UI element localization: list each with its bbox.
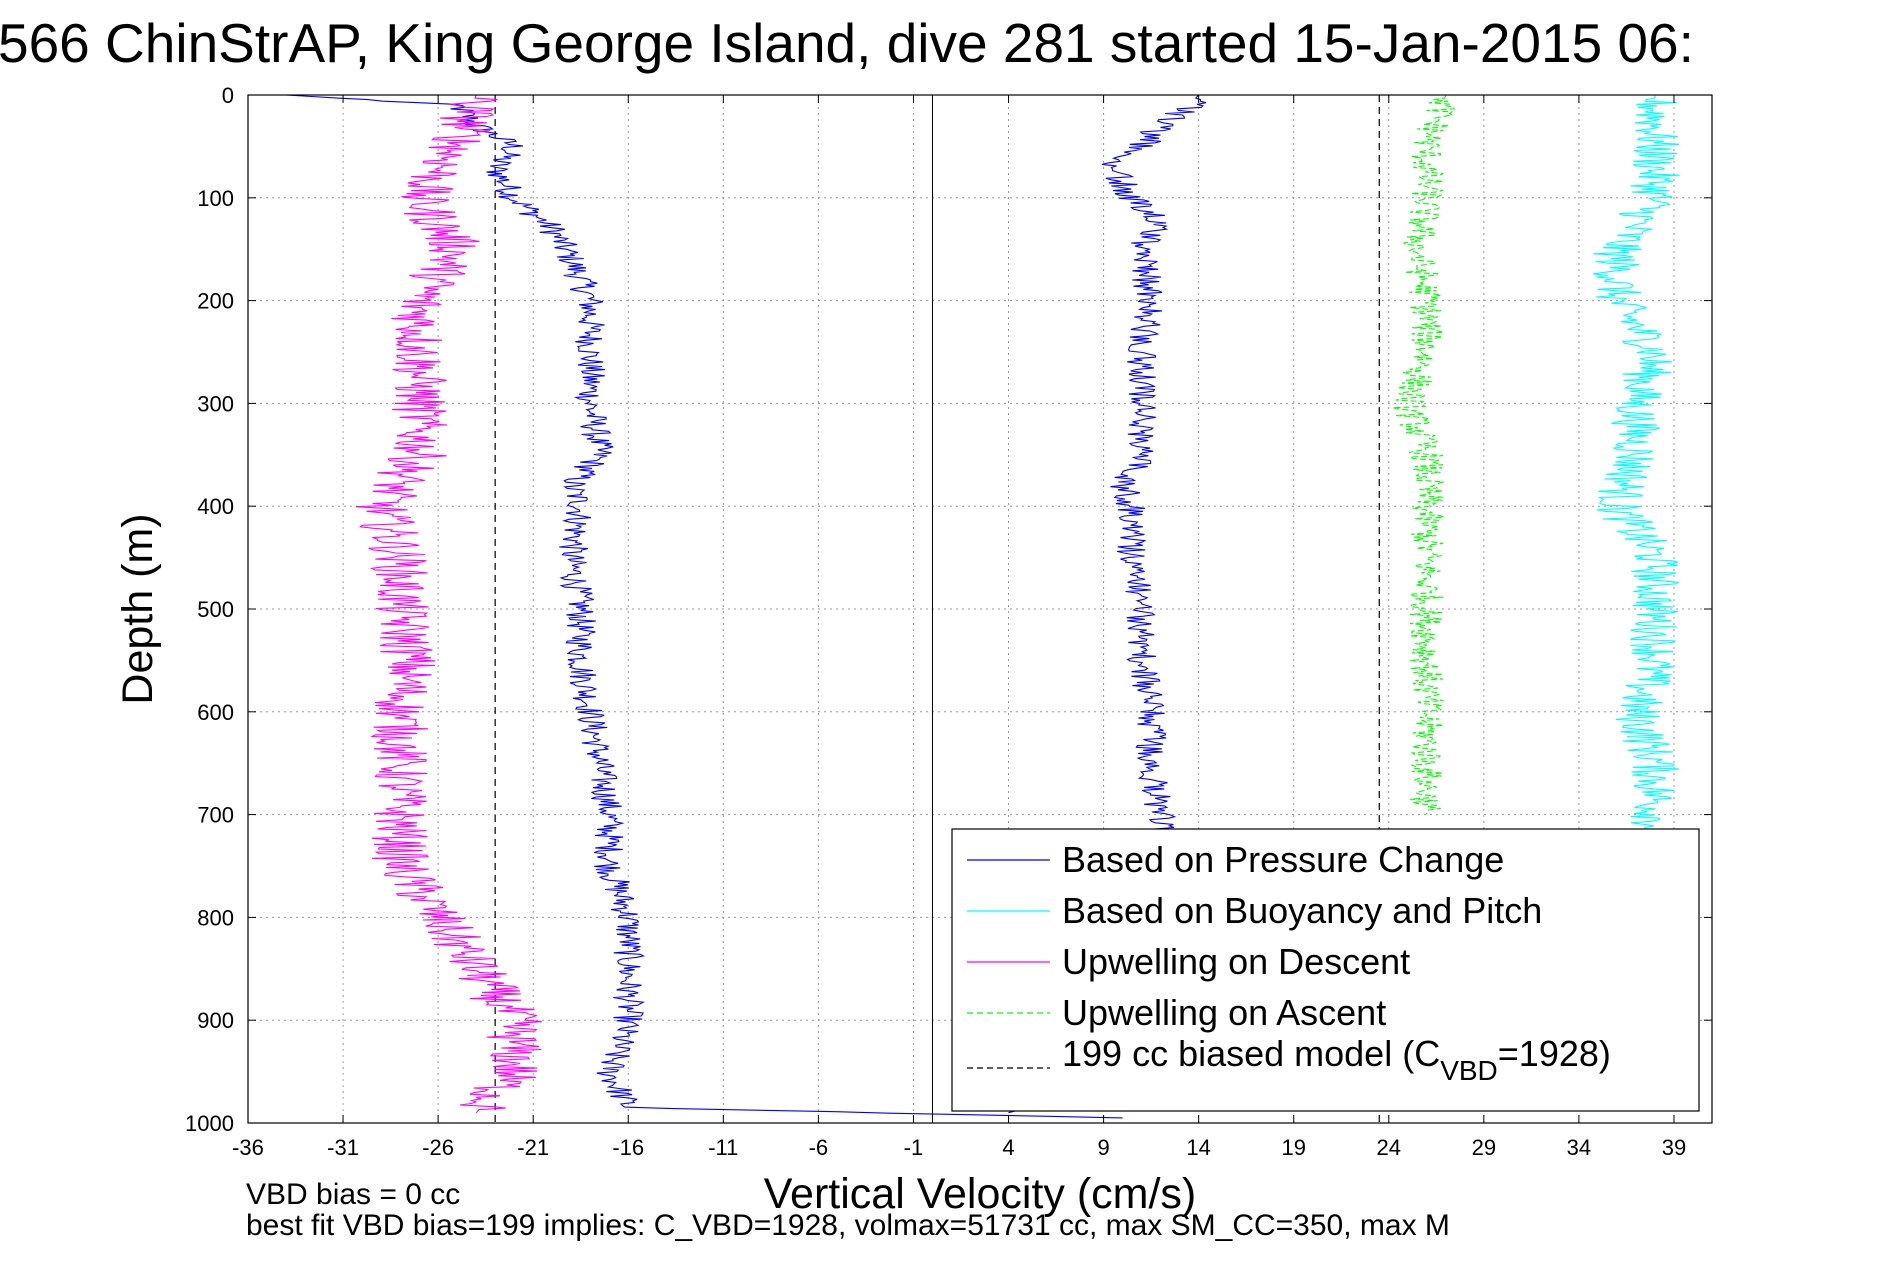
x-tick-label: 4: [1002, 1135, 1014, 1160]
y-tick-label: 500: [197, 597, 234, 622]
footer-line-2: best fit VBD bias=199 implies: C_VBD=192…: [246, 1209, 1450, 1242]
series-line-0: [285, 95, 1123, 1119]
legend-box: [951, 828, 1700, 1112]
y-tick-label: 0: [222, 83, 234, 108]
x-tick-label: 39: [1662, 1135, 1686, 1160]
legend-entry-upwelling-descent: Upwelling on Descent: [1062, 941, 1410, 982]
y-tick-label: 300: [197, 391, 234, 416]
y-tick-label: 1000: [185, 1111, 234, 1136]
legend-entry-buoyancy: Based on Buoyancy and Pitch: [1062, 890, 1542, 931]
x-tick-label: 24: [1377, 1135, 1401, 1160]
series-layer: [285, 95, 1680, 1123]
x-axis-ticks: -36 -31 -26 -21 -16 -11 -6 -1 4 9 14 19 24 29 34 39: [232, 95, 1686, 1160]
y-tick-label: 700: [197, 803, 234, 828]
x-tick-label: -6: [809, 1135, 829, 1160]
x-tick-label: 14: [1186, 1135, 1210, 1160]
y-tick-label: 800: [197, 905, 234, 930]
legend-entry-upwelling-ascent: Upwelling on Ascent: [1062, 992, 1386, 1033]
x-tick-label: -1: [904, 1135, 924, 1160]
y-tick-label: 900: [197, 1008, 234, 1033]
x-tick-label: -31: [327, 1135, 359, 1160]
chart-title: 566 ChinStrAP, King George Island, dive …: [0, 12, 1694, 74]
legend: Based on Pressure Change Based on Buoyan…: [951, 828, 1700, 1112]
x-tick-label: -26: [422, 1135, 454, 1160]
legend-entry-pressure: Based on Pressure Change: [1062, 839, 1504, 880]
x-tick-label: -16: [612, 1135, 644, 1160]
y-tick-label: 600: [197, 700, 234, 725]
y-axis-ticks: 0 100 200 300 400 500 600 700 800 900 1000: [185, 83, 1712, 1136]
x-tick-label: -36: [232, 1135, 264, 1160]
series-line-2: [1592, 95, 1680, 928]
legend-entry-model: 199 cc biased model (CVBD=1928): [1062, 1033, 1611, 1086]
x-tick-label: -21: [517, 1135, 549, 1160]
x-tick-label: 19: [1281, 1135, 1305, 1160]
x-tick-label: 34: [1567, 1135, 1591, 1160]
x-tick-label: -11: [708, 1135, 738, 1160]
y-axis-label: Depth (m): [114, 513, 162, 704]
y-tick-label: 200: [197, 289, 234, 314]
y-tick-label: 400: [197, 494, 234, 519]
footer-line-1: VBD bias = 0 cc: [246, 1178, 460, 1211]
x-axis-label: Vertical Velocity (cm/s): [764, 1170, 1197, 1218]
y-tick-label: 100: [197, 186, 234, 211]
series-line-4: [1392, 95, 1455, 815]
x-tick-label: 9: [1097, 1135, 1109, 1160]
x-tick-label: 29: [1472, 1135, 1496, 1160]
series-line-3: [355, 95, 542, 1114]
